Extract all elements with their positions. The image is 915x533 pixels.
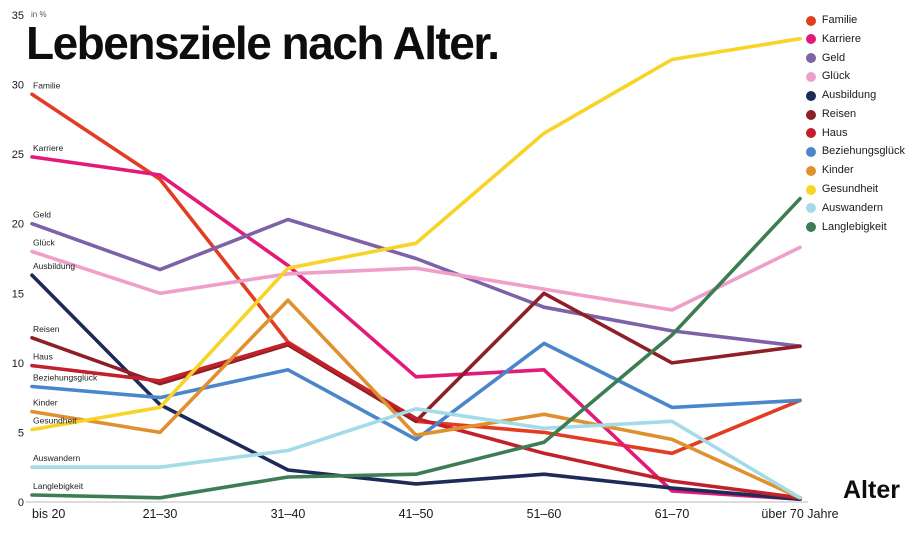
series-line-ausbildung [30, 273, 802, 502]
y-tick-label: 15 [12, 288, 24, 300]
x-tick-label: 21–30 [143, 507, 178, 521]
series-line-geld [30, 217, 802, 349]
series-start-label: Familie [33, 80, 61, 90]
chart-legend: Familie Karriere Geld Glück Ausbildung Reisen… [805, 14, 905, 234]
y-tick-label: 35 [12, 10, 24, 22]
legend-item-gesundheit: Gesundheit [805, 183, 905, 196]
legend-color-dot [805, 128, 816, 139]
series-line-reisen [30, 291, 802, 424]
legend-label: Gesundheit [821, 183, 879, 196]
legend-item-haus: Haus [805, 126, 905, 140]
legend-color-dot [805, 71, 816, 82]
legend-item-auswandern: Auswandern [805, 201, 905, 215]
y-tick-label: 30 [12, 80, 24, 92]
x-tick-label: 31–40 [271, 507, 306, 521]
legend-item-reisen: Reisen [805, 107, 905, 121]
legend-label: Geld [821, 51, 846, 64]
series-start-label: Auswandern [33, 453, 81, 463]
series-line-beziehungsglück [30, 341, 802, 442]
x-tick-label: bis 20 [32, 507, 65, 521]
page-title: Lebensziele nach Alter. [26, 17, 500, 69]
legend-item-familie: Familie [805, 14, 905, 27]
series-line-glück [30, 245, 802, 312]
legend-label: Langlebigkeit [821, 220, 887, 233]
y-axis-unit-label: in % [31, 10, 47, 19]
legend-color-dot [805, 53, 816, 64]
legend-label: Auswandern [821, 201, 883, 214]
series-line-langlebigkeit [30, 196, 802, 500]
legend-item-langlebigkeit: Langlebigkeit [805, 220, 905, 234]
series-start-label: Gesundheit [33, 416, 77, 426]
series-start-label: Reisen [33, 324, 60, 334]
legend-label: Glück [821, 70, 850, 83]
y-tick-label: 10 [12, 358, 24, 370]
legend-label: Beziehungsglück [821, 145, 905, 158]
y-tick-label: 5 [18, 427, 24, 439]
series-start-label: Ausbildung [33, 261, 75, 271]
x-tick-label: 51–60 [527, 507, 562, 521]
legend-label: Ausbildung [821, 89, 877, 102]
y-tick-label: 20 [12, 219, 24, 231]
series-line-karriere [30, 155, 802, 502]
x-tick-label: 61–70 [655, 507, 690, 521]
series-start-label: Haus [33, 352, 53, 362]
series-line-gesundheit [30, 36, 802, 432]
legend-color-dot [805, 184, 816, 195]
legend-color-dot [805, 222, 816, 233]
legend-label: Karriere [821, 32, 861, 45]
series-start-label: Langlebigkeit [33, 481, 84, 491]
x-tick-label: über 70 Jahre [761, 507, 838, 521]
legend-color-dot [805, 90, 816, 101]
legend-color-dot [805, 147, 816, 158]
legend-label: Haus [821, 126, 848, 139]
legend-label: Familie [821, 14, 858, 26]
y-tick-label: 0 [18, 497, 24, 509]
series-start-label: Karriere [33, 143, 64, 153]
series-start-label: Glück [33, 238, 55, 248]
series-line-kinder [30, 298, 802, 500]
series-start-label: Kinder [33, 398, 58, 408]
y-tick-label: 25 [12, 149, 24, 161]
legend-label: Kinder [821, 164, 854, 177]
legend-item-beziehungsglück: Beziehungsglück [805, 145, 905, 158]
series-line-haus [30, 341, 802, 500]
series-start-label: Beziehungsglück [33, 373, 98, 383]
x-tick-label: 41–50 [399, 507, 434, 521]
legend-color-dot [805, 203, 816, 214]
legend-color-dot [805, 109, 816, 120]
legend-item-glück: Glück [805, 70, 905, 83]
legend-color-dot [805, 165, 816, 176]
series-start-label: Geld [33, 210, 51, 220]
legend-color-dot [805, 15, 816, 26]
series-line-auswandern [30, 406, 802, 500]
legend-item-karriere: Karriere [805, 32, 905, 46]
legend-item-geld: Geld [805, 51, 905, 65]
legend-label: Reisen [821, 107, 857, 120]
x-axis-title: Alter [843, 476, 900, 504]
series-line-familie [30, 92, 802, 456]
legend-color-dot [805, 34, 816, 45]
legend-item-kinder: Kinder [805, 164, 905, 177]
legend-item-ausbildung: Ausbildung [805, 89, 905, 102]
